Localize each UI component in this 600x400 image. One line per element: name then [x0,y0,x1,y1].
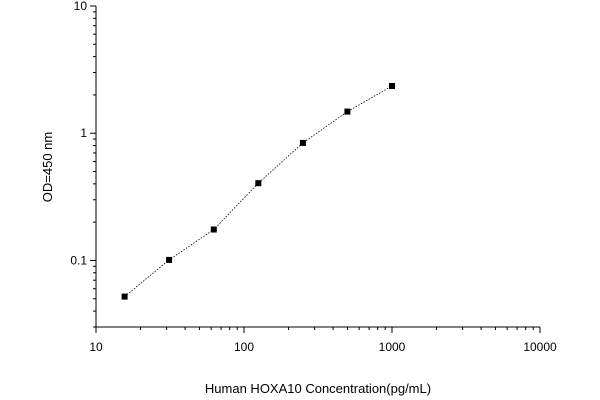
data-point [121,293,128,300]
x-tick-label: 1000 [379,340,406,354]
data-points [121,83,395,300]
data-point [255,180,262,187]
y-tick-label: 10 [74,0,88,13]
x-tick-label: 10000 [523,340,557,354]
plot-frame [95,6,540,328]
data-point [210,226,217,233]
y-tick-label: 0.1 [70,253,87,267]
data-point [344,108,351,115]
data-point [166,256,173,263]
y-tick-label: 1 [80,126,87,140]
x-tick-label: 100 [234,340,254,354]
x-axis-title: Human HOXA10 Concentration(pg/mL) [205,381,431,396]
connecting-line [124,85,393,297]
data-point [389,83,395,89]
data-point [299,139,306,146]
series-line [124,85,393,297]
x-tick-label: 10 [89,340,103,354]
axis-ticks: 10 100 1000 10000 0.1 1 10 [70,0,557,354]
y-axis-title: OD=450 nm [40,132,55,202]
